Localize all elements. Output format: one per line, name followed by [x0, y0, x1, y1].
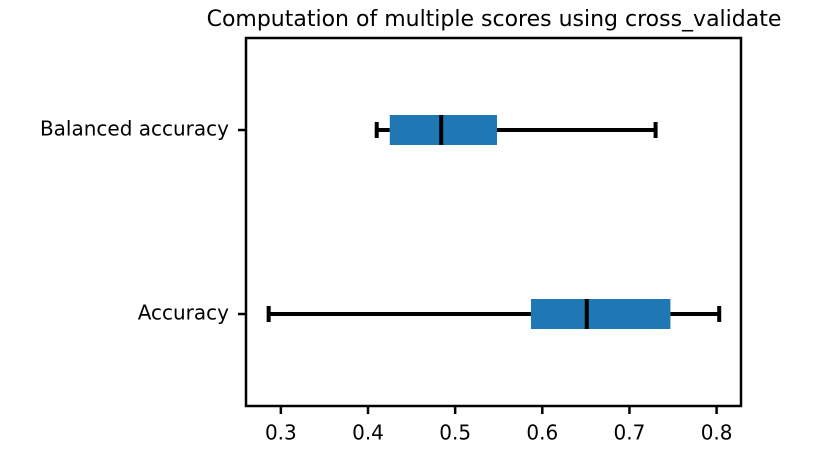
plot-frame: [244, 36, 743, 408]
y-tick-label: Accuracy: [138, 301, 229, 325]
x-tick-label: 0.8: [701, 421, 733, 445]
x-tick-label: 0.3: [265, 421, 297, 445]
y-tick-label: Balanced accuracy: [40, 117, 229, 141]
x-tick-label: 0.5: [439, 421, 471, 445]
x-tick-label: 0.7: [614, 421, 646, 445]
box: [530, 299, 671, 329]
chart-title: Computation of multiple scores using cro…: [207, 7, 782, 32]
x-tick-label: 0.6: [526, 421, 558, 445]
box: [389, 115, 497, 145]
x-tick-label: 0.4: [352, 421, 384, 445]
